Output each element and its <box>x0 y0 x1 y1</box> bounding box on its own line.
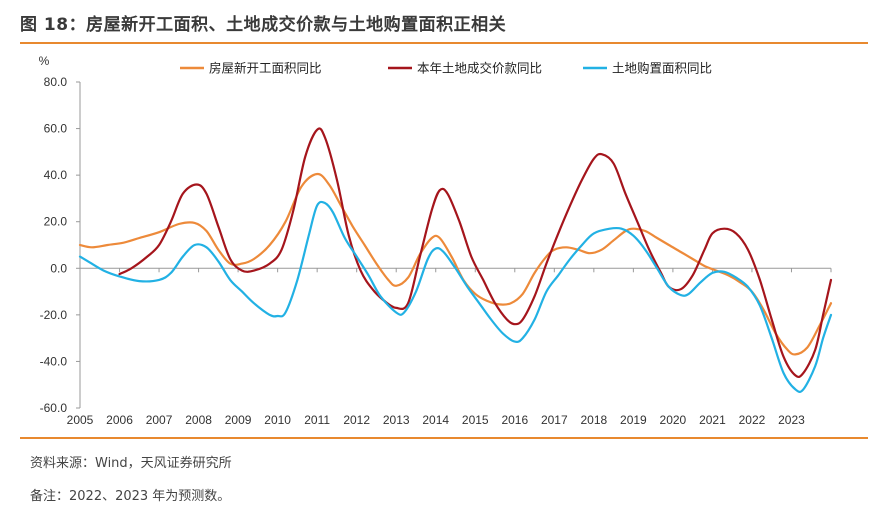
y-tick-label: 40.0 <box>44 168 68 182</box>
x-tick-label: 2021 <box>699 413 726 427</box>
x-tick-label: 2008 <box>185 413 212 427</box>
y-tick-label: 80.0 <box>44 75 68 89</box>
x-tick-label: 2016 <box>501 413 528 427</box>
series-line-land-purchase <box>78 200 833 393</box>
y-tick-label: 0.0 <box>50 261 67 275</box>
source-note: 资料来源：Wind，天风证券研究所 <box>30 456 232 471</box>
chart-legend: 房屋新开工面积同比 本年土地成交价款同比 土地购置面积同比 <box>180 61 712 76</box>
x-tick-label: 2011 <box>304 413 330 427</box>
y-tick-label: 60.0 <box>44 122 68 136</box>
x-tick-label: 2023 <box>778 413 805 427</box>
x-tick-label: 2012 <box>343 413 370 427</box>
line-chart: 房屋新开工面积同比 本年土地成交价款同比 土地购置面积同比 % -60.0 -40.0… <box>39 54 833 427</box>
chart-series-group <box>78 127 833 393</box>
y-tick-label: -20.0 <box>40 308 68 322</box>
legend-item-land-purchase: 土地购置面积同比 <box>583 61 712 76</box>
legend-label: 房屋新开工面积同比 <box>209 61 322 76</box>
x-tick-label: 2017 <box>541 413 568 427</box>
y-tick-label: 20.0 <box>44 215 68 229</box>
title-divider <box>20 42 868 44</box>
x-tick-label: 2015 <box>462 413 489 427</box>
x-tick-label: 2020 <box>660 413 687 427</box>
x-tick-label: 2013 <box>383 413 410 427</box>
x-tick-label: 2009 <box>225 413 252 427</box>
legend-label: 土地购置面积同比 <box>612 61 712 76</box>
x-tick-label: 2006 <box>106 413 133 427</box>
footer-divider <box>20 437 868 439</box>
page-title: 图 18：房屋新开工面积、土地成交价款与土地购置面积正相关 <box>20 15 507 35</box>
x-tick-label: 2007 <box>146 413 173 427</box>
series-line-land-transaction <box>118 127 833 379</box>
x-axis: 2005 2006 2007 2008 2009 2010 2011 2012 2013 2014… <box>67 267 832 427</box>
x-tick-label: 2005 <box>67 413 94 427</box>
legend-item-land-transaction: 本年土地成交价款同比 <box>388 61 542 76</box>
y-axis: -60.0 -40.0 -20.0 0.0 20.0 40.0 60.0 80.0 <box>40 75 81 415</box>
series-line-new-construction <box>78 172 833 356</box>
x-tick-label: 2022 <box>739 413 766 427</box>
x-tick-label: 2019 <box>620 413 647 427</box>
y-tick-label: -40.0 <box>40 354 68 368</box>
x-tick-label: 2018 <box>580 413 607 427</box>
x-tick-label: 2010 <box>264 413 291 427</box>
legend-label: 本年土地成交价款同比 <box>417 61 542 76</box>
forecast-note: 备注：2022、2023 年为预测数。 <box>30 489 231 504</box>
legend-item-new-construction: 房屋新开工面积同比 <box>180 61 322 76</box>
y-axis-unit-label: % <box>39 54 50 68</box>
x-tick-label: 2014 <box>422 413 449 427</box>
y-tick-label: -60.0 <box>40 401 68 415</box>
